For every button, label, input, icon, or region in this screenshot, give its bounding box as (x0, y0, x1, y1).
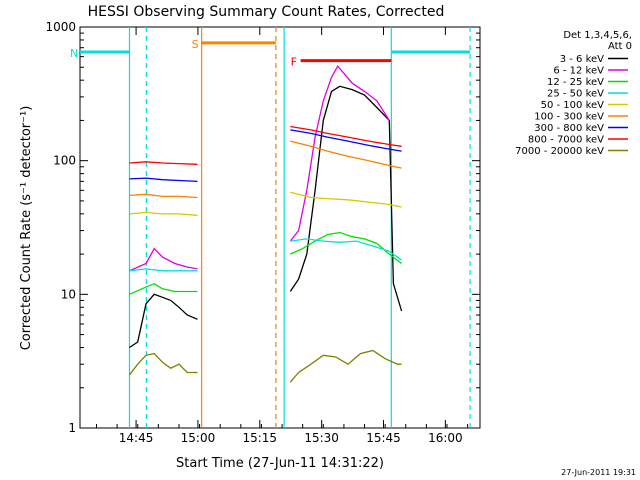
series-line (290, 238, 402, 261)
plot-frame (79, 26, 481, 429)
timestamp: 27-Jun-2011 19:31 (561, 468, 636, 477)
y-tick-label: 10 (61, 287, 76, 301)
x-tick-label: 14:45 (119, 431, 154, 445)
legend-label: 300 - 800 keV (534, 123, 604, 134)
series-line (129, 268, 198, 272)
chart-title: HESSI Observing Summary Count Rates, Cor… (88, 4, 445, 20)
y-axis-label: Corrected Count Rate (s⁻¹ detector⁻¹) (19, 106, 34, 351)
series-line (290, 140, 402, 169)
series-line (289, 85, 403, 312)
y-tick-label: 1 (68, 421, 76, 435)
series-line (129, 177, 198, 183)
series-line (290, 125, 402, 147)
y-tick-label: 1000 (45, 20, 76, 34)
y-tick-label: 100 (53, 154, 76, 168)
series-line (289, 349, 402, 383)
series-line (129, 193, 198, 199)
legend-label: 6 - 12 keV (553, 66, 604, 77)
series-line (129, 282, 198, 295)
series-line (129, 161, 198, 165)
series-line (129, 211, 198, 216)
legend-label: 50 - 100 keV (541, 100, 605, 111)
series-line (290, 191, 402, 208)
legend-label: 100 - 300 keV (534, 112, 604, 123)
x-tick-label: 15:45 (366, 431, 401, 445)
legend-label: 12 - 25 keV (547, 77, 604, 88)
mode-span-label: F (291, 56, 297, 69)
series-line (129, 293, 198, 349)
mode-span-label: S (192, 38, 199, 51)
x-axis-label: Start Time (27-Jun-11 14:31:22) (176, 456, 384, 471)
series-line (289, 64, 390, 242)
mode-span-label: N (70, 47, 78, 60)
mode-spans: N S F (70, 38, 471, 69)
legend-header: Att 0 (608, 41, 632, 52)
series-line (290, 129, 402, 152)
series-line (129, 247, 198, 272)
legend-label: 7000 - 20000 keV (515, 146, 604, 157)
x-tick-label: 16:00 (428, 431, 463, 445)
x-tick-label: 15:00 (181, 431, 216, 445)
axes: 14:45 15:00 15:15 15:30 15:45 16:00 1 10 100 1000 (45, 20, 480, 445)
legend-header: Det 1,3,4,5,6, (563, 30, 632, 41)
x-tick-label: 15:15 (242, 431, 277, 445)
series-line (128, 352, 198, 376)
legend-label: 800 - 7000 keV (528, 135, 604, 146)
series-lines (128, 64, 403, 383)
legend-label: 3 - 6 keV (560, 54, 604, 65)
x-tick-label: 15:30 (304, 431, 339, 445)
legend-label: 25 - 50 keV (547, 89, 604, 100)
